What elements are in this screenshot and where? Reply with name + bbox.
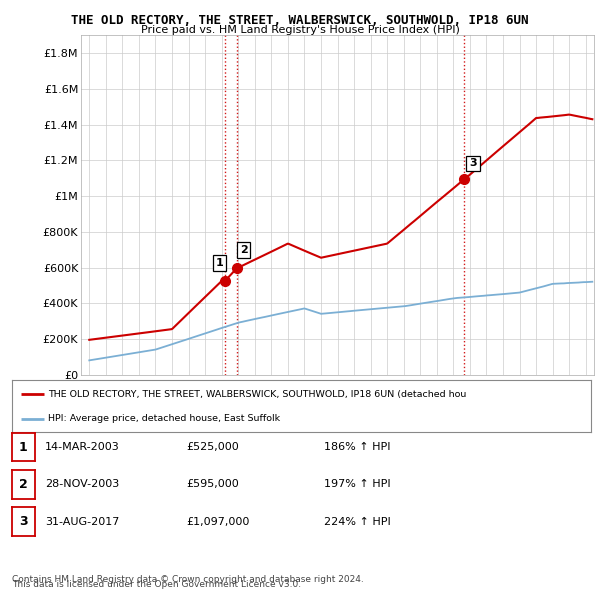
Text: £525,000: £525,000 (186, 442, 239, 452)
Text: 224% ↑ HPI: 224% ↑ HPI (324, 517, 391, 526)
Text: 3: 3 (469, 158, 477, 168)
Text: 3: 3 (19, 515, 28, 528)
Text: 197% ↑ HPI: 197% ↑ HPI (324, 480, 391, 489)
Text: 1: 1 (19, 441, 28, 454)
Text: Price paid vs. HM Land Registry's House Price Index (HPI): Price paid vs. HM Land Registry's House … (140, 25, 460, 35)
Text: This data is licensed under the Open Government Licence v3.0.: This data is licensed under the Open Gov… (12, 581, 301, 589)
Text: 186% ↑ HPI: 186% ↑ HPI (324, 442, 391, 452)
Text: 2: 2 (240, 245, 248, 255)
Text: 28-NOV-2003: 28-NOV-2003 (45, 480, 119, 489)
Text: £595,000: £595,000 (186, 480, 239, 489)
Text: 14-MAR-2003: 14-MAR-2003 (45, 442, 120, 452)
Text: HPI: Average price, detached house, East Suffolk: HPI: Average price, detached house, East… (48, 414, 280, 424)
Text: 1: 1 (216, 258, 224, 268)
Text: £1,097,000: £1,097,000 (186, 517, 250, 526)
Text: THE OLD RECTORY, THE STREET, WALBERSWICK, SOUTHWOLD, IP18 6UN (detached hou: THE OLD RECTORY, THE STREET, WALBERSWICK… (48, 390, 466, 399)
Text: Contains HM Land Registry data © Crown copyright and database right 2024.: Contains HM Land Registry data © Crown c… (12, 575, 364, 584)
Text: 2: 2 (19, 478, 28, 491)
Text: 31-AUG-2017: 31-AUG-2017 (45, 517, 119, 526)
Text: THE OLD RECTORY, THE STREET, WALBERSWICK, SOUTHWOLD, IP18 6UN: THE OLD RECTORY, THE STREET, WALBERSWICK… (71, 14, 529, 27)
